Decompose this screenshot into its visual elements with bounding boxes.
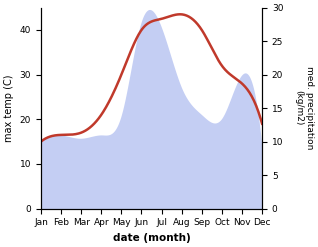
Y-axis label: max temp (C): max temp (C) xyxy=(4,74,14,142)
Y-axis label: med. precipitation
(kg/m2): med. precipitation (kg/m2) xyxy=(294,66,314,150)
X-axis label: date (month): date (month) xyxy=(113,233,190,243)
